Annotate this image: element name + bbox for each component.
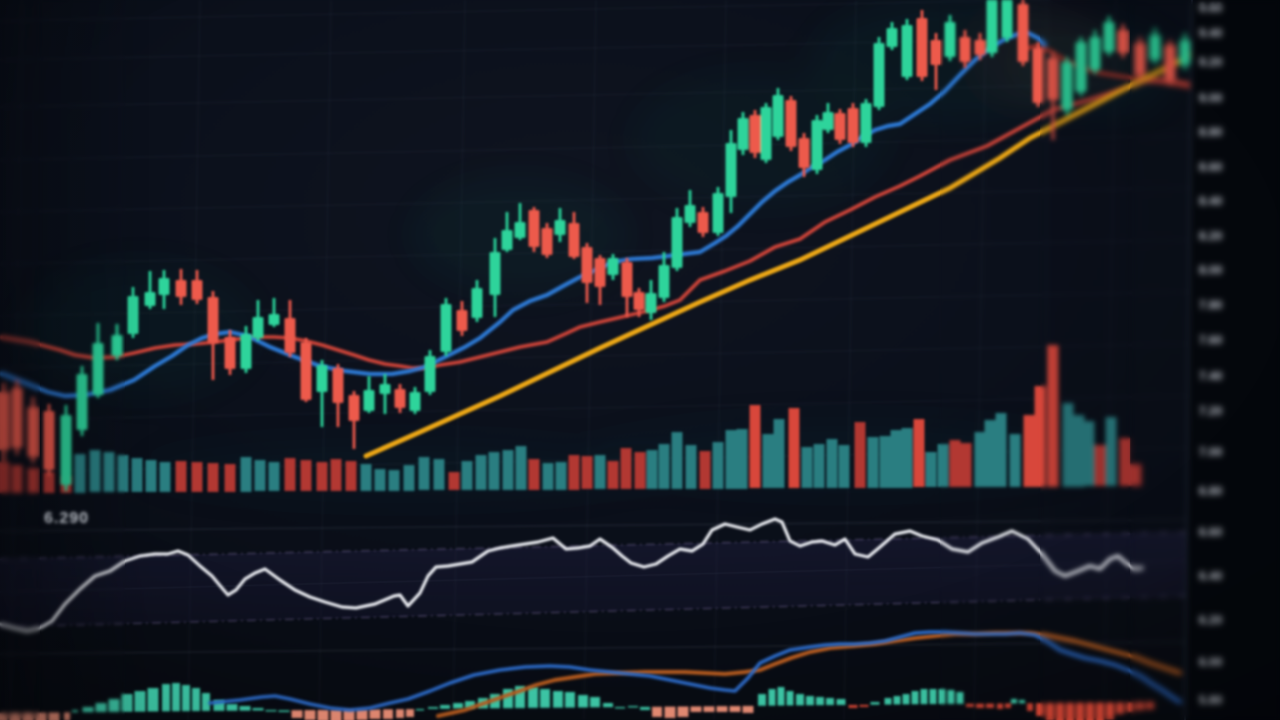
svg-text:6.60: 6.60 (1199, 525, 1223, 539)
svg-text:9.60: 9.60 (1199, 1, 1223, 15)
svg-text:8.60: 8.60 (1199, 160, 1223, 174)
svg-text:9.00: 9.00 (1199, 91, 1223, 105)
svg-text:7.20: 7.20 (1199, 404, 1223, 418)
svg-text:8.80: 8.80 (1199, 125, 1223, 139)
svg-text:7.60: 7.60 (1199, 333, 1223, 347)
svg-text:8.20: 8.20 (1199, 229, 1223, 243)
svg-text:9.40: 9.40 (1199, 26, 1223, 40)
svg-text:7.80: 7.80 (1199, 298, 1223, 312)
svg-text:6.290: 6.290 (44, 510, 89, 527)
svg-text:8.40: 8.40 (1199, 194, 1223, 208)
svg-text:6.20: 6.20 (1199, 613, 1223, 627)
svg-text:9.20: 9.20 (1199, 55, 1223, 69)
svg-text:6.40: 6.40 (1199, 569, 1223, 583)
svg-text:6.00: 6.00 (1199, 655, 1223, 669)
svg-text:8.00: 8.00 (1199, 263, 1223, 277)
svg-text:7.40: 7.40 (1199, 369, 1223, 383)
svg-text:6.80: 6.80 (1199, 484, 1223, 498)
svg-text:7.00: 7.00 (1199, 445, 1223, 459)
svg-text:5.80: 5.80 (1199, 693, 1223, 707)
